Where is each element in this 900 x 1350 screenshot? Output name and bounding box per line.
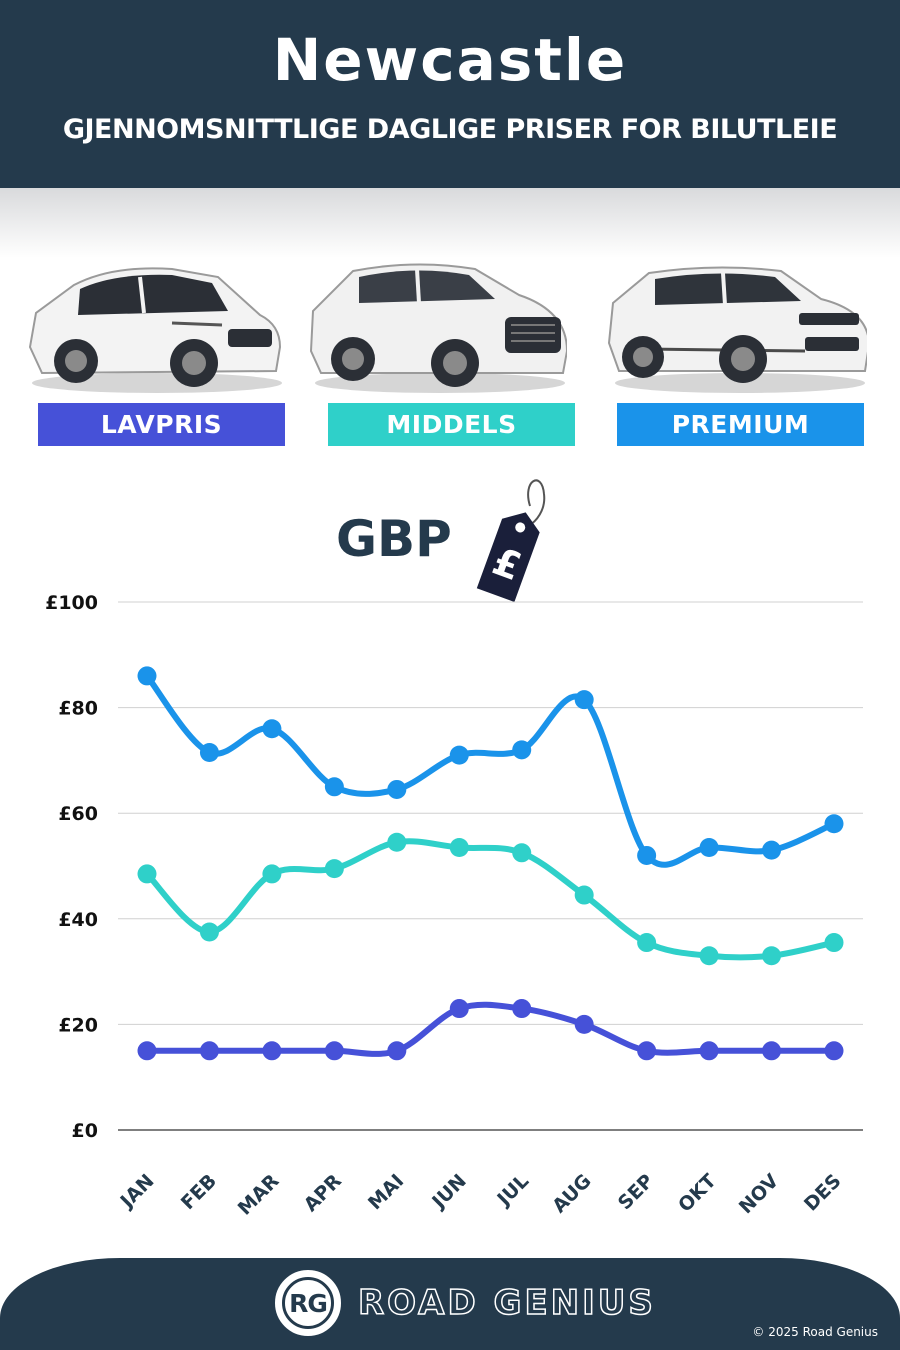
x-tick-label: MAR bbox=[234, 1170, 284, 1220]
data-point-premium bbox=[324, 777, 344, 797]
x-tick-label: MAI bbox=[364, 1170, 408, 1214]
data-point-premium bbox=[824, 814, 844, 834]
data-point-lavpris bbox=[512, 999, 532, 1019]
logo-letters: RG bbox=[282, 1277, 334, 1329]
data-point-premium bbox=[387, 779, 407, 799]
data-point-lavpris bbox=[199, 1041, 219, 1061]
data-point-premium bbox=[199, 742, 219, 762]
premium-suv-image bbox=[607, 266, 867, 393]
data-point-middels bbox=[199, 922, 219, 942]
data-point-premium bbox=[762, 840, 782, 860]
price-tag-icon: £ bbox=[476, 479, 546, 602]
category-label-economy: LAVPRIS bbox=[38, 403, 285, 446]
price-line-chart: £0 £20 £40 £60 £80 £100 JAN FEB MAR APR MAI JUN JUL… bbox=[45, 592, 863, 1220]
data-point-premium bbox=[137, 666, 157, 686]
y-tick-label: £80 bbox=[58, 698, 98, 720]
x-tick-label: APR bbox=[300, 1170, 346, 1216]
data-point-middels bbox=[387, 832, 407, 852]
x-tick-label: JAN bbox=[115, 1170, 159, 1214]
brand-name: ROAD GENIUS bbox=[357, 1282, 656, 1324]
currency-code: GBP bbox=[336, 510, 452, 568]
data-point-lavpris bbox=[824, 1041, 844, 1061]
data-point-premium bbox=[699, 838, 719, 858]
footer bbox=[0, 1258, 900, 1350]
data-point-lavpris bbox=[137, 1041, 157, 1061]
category-label-premium: PREMIUM bbox=[617, 403, 864, 446]
series-line-premium bbox=[144, 672, 837, 868]
data-point-middels bbox=[137, 864, 157, 884]
x-tick-label: AUG bbox=[548, 1170, 595, 1217]
x-tick-label: OKT bbox=[674, 1170, 721, 1217]
data-point-lavpris bbox=[762, 1041, 782, 1061]
midsize-suv-image bbox=[309, 263, 567, 393]
data-point-middels bbox=[574, 885, 594, 905]
x-tick-label: SEP bbox=[614, 1170, 658, 1214]
y-tick-label: £40 bbox=[58, 909, 98, 931]
data-point-middels bbox=[449, 838, 469, 858]
economy-car-image bbox=[28, 267, 282, 393]
page-title: Newcastle bbox=[272, 26, 628, 94]
data-point-premium bbox=[449, 745, 469, 765]
data-point-premium bbox=[512, 740, 532, 760]
x-tick-label: JUL bbox=[492, 1170, 533, 1211]
series-line-lavpris bbox=[144, 1001, 837, 1057]
data-point-middels bbox=[699, 946, 719, 966]
header-fade bbox=[0, 188, 900, 258]
data-point-lavpris bbox=[699, 1041, 719, 1061]
data-point-premium bbox=[262, 719, 282, 739]
data-point-middels bbox=[512, 843, 532, 863]
data-point-lavpris bbox=[637, 1041, 657, 1061]
y-tick-label: £0 bbox=[72, 1120, 98, 1142]
x-tick-label: DES bbox=[800, 1170, 846, 1216]
data-point-middels bbox=[262, 864, 282, 884]
y-tick-label: £60 bbox=[58, 803, 98, 825]
data-point-middels bbox=[637, 933, 657, 953]
data-point-premium bbox=[574, 690, 594, 710]
y-tick-label: £100 bbox=[45, 592, 98, 614]
header: Newcastle GJENNOMSNITTLIGE DAGLIGE PRISE… bbox=[0, 0, 900, 188]
data-point-lavpris bbox=[262, 1041, 282, 1061]
data-point-lavpris bbox=[574, 1014, 594, 1034]
data-point-middels bbox=[762, 946, 782, 966]
category-label-midsize: MIDDELS bbox=[328, 403, 575, 446]
page-subtitle: GJENNOMSNITTLIGE DAGLIGE PRISER FOR BILU… bbox=[62, 114, 838, 145]
x-tick-label: FEB bbox=[177, 1170, 221, 1214]
road-genius-logo: RG bbox=[275, 1270, 341, 1336]
x-tick-label: NOV bbox=[735, 1170, 783, 1218]
data-point-lavpris bbox=[387, 1041, 407, 1061]
data-point-premium bbox=[637, 845, 657, 865]
series-line-middels bbox=[144, 838, 837, 961]
x-tick-label: JUN bbox=[427, 1170, 471, 1214]
y-tick-label: £20 bbox=[58, 1014, 98, 1036]
copyright-text: © 2025 Road Genius bbox=[752, 1325, 878, 1339]
data-point-lavpris bbox=[449, 999, 469, 1019]
data-point-middels bbox=[324, 859, 344, 879]
data-point-middels bbox=[824, 933, 844, 953]
data-point-lavpris bbox=[324, 1041, 344, 1061]
